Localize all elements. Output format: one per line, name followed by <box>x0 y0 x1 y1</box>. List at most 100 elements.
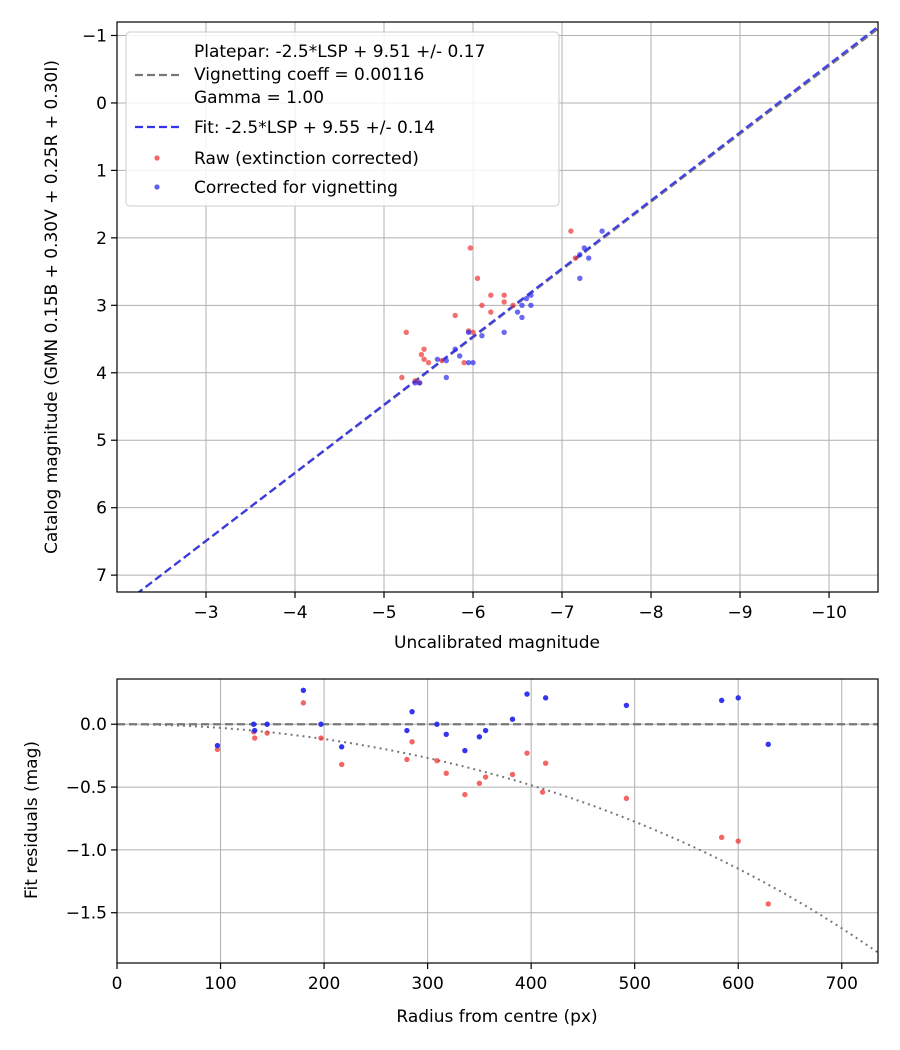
legend: Platepar: -2.5*LSP + 9.51 +/- 0.17 Vigne… <box>125 31 560 207</box>
x-tick-label: 200 <box>308 974 340 994</box>
raw-point <box>214 746 221 753</box>
corrected-point <box>586 255 592 261</box>
raw-point <box>403 329 409 335</box>
raw-point <box>524 750 530 756</box>
x-tick-label: −4 <box>282 603 307 623</box>
raw-point <box>542 760 549 766</box>
legend-box <box>125 31 560 207</box>
x-tick-label: −9 <box>728 603 753 623</box>
fit-line <box>137 25 878 592</box>
top-y-axis-label: Catalog magnitude (GMN 0.15B + 0.30V + 0… <box>42 60 62 554</box>
corrected-point <box>434 721 440 727</box>
raw-point <box>421 346 427 352</box>
raw-point <box>510 302 516 309</box>
raw-point <box>467 245 474 251</box>
corrected-point <box>409 708 415 715</box>
raw-point <box>421 356 427 362</box>
raw-point <box>409 739 415 745</box>
vignetting-model-curve <box>117 723 878 954</box>
corrected-point <box>501 329 507 335</box>
top-y-tick-labels: −1 0 1 2 3 4 5 6 7 <box>82 26 117 586</box>
corrected-point <box>623 702 630 709</box>
top-lines <box>137 25 878 592</box>
y-tick-label: −1.5 <box>66 904 107 924</box>
corrected-point <box>577 252 583 258</box>
corrected-point <box>465 359 472 366</box>
raw-point <box>452 312 458 319</box>
corrected-point <box>528 292 534 298</box>
top-x-axis-label: Uncalibrated magnitude <box>394 633 600 653</box>
legend-raw-marker <box>154 155 160 161</box>
raw-point <box>399 374 405 381</box>
raw-point <box>418 351 425 358</box>
corrected-point <box>599 228 605 234</box>
y-tick-label: 0 <box>96 94 107 114</box>
y-tick-label: −1 <box>82 26 107 46</box>
corrected-point <box>523 295 530 302</box>
corrected-point <box>252 727 258 734</box>
corrected-point <box>519 302 525 309</box>
legend-platepar-line1: Platepar: -2.5*LSP + 9.51 +/- 0.17 <box>194 42 485 62</box>
raw-point <box>623 795 630 802</box>
corrected-point <box>542 695 549 701</box>
legend-fit: Fit: -2.5*LSP + 9.55 +/- 0.14 <box>194 118 435 138</box>
x-tick-label: −8 <box>639 603 664 623</box>
raw-point <box>434 757 440 764</box>
raw-point <box>718 834 725 841</box>
raw-point <box>568 228 574 234</box>
legend-corrected: Corrected for vignetting <box>194 178 398 198</box>
x-tick-label: −6 <box>460 603 485 623</box>
raw-point <box>470 329 476 335</box>
top-points <box>399 228 605 386</box>
x-tick-label: −10 <box>811 603 847 623</box>
raw-point <box>474 275 481 282</box>
corrected-point <box>524 691 530 697</box>
y-tick-label: 4 <box>96 364 107 384</box>
bottom-y-axis-label: Fit residuals (mag) <box>22 741 42 899</box>
x-tick-label: −3 <box>193 603 218 623</box>
raw-point <box>501 299 507 305</box>
raw-point <box>539 789 546 795</box>
corrected-point <box>443 357 450 364</box>
raw-point <box>338 761 345 768</box>
raw-point <box>404 756 410 763</box>
raw-point <box>476 780 483 787</box>
corrected-point <box>214 742 221 749</box>
raw-point <box>461 359 467 366</box>
raw-point <box>425 359 432 366</box>
bottom-y-tick-labels: 0.0 −0.5 −1.0 −1.5 <box>66 715 117 924</box>
raw-point <box>479 302 485 309</box>
raw-point <box>443 770 449 776</box>
x-tick-label: 400 <box>515 974 547 994</box>
corrected-point <box>479 332 485 339</box>
top-x-tick-labels: −3 −4 −5 −6 −7 −8 −9 −10 <box>193 592 847 623</box>
bottom-points <box>214 687 771 907</box>
bottom-grid <box>116 679 878 963</box>
corrected-point <box>581 245 587 251</box>
corrected-point <box>577 275 583 282</box>
corrected-point <box>765 741 771 748</box>
corrected-point <box>338 744 345 750</box>
raw-point <box>462 791 468 798</box>
bottom-lines <box>117 723 878 954</box>
corrected-point <box>443 731 449 737</box>
corrected-point <box>519 314 525 321</box>
raw-point <box>572 255 579 261</box>
bottom-x-axis-label: Radius from centre (px) <box>396 1007 597 1027</box>
corrected-point <box>514 309 521 315</box>
x-tick-label: 300 <box>411 974 443 994</box>
raw-point <box>488 309 494 315</box>
raw-point <box>501 292 507 298</box>
bottom-x-tick-labels: 0 100 200 300 400 500 600 700 <box>112 963 858 994</box>
raw-point <box>488 292 494 298</box>
y-tick-label: 7 <box>96 566 107 586</box>
legend-corrected-marker <box>154 184 160 190</box>
corrected-point <box>412 380 418 386</box>
raw-point <box>264 730 270 736</box>
raw-point <box>300 700 307 706</box>
corrected-point <box>482 727 489 734</box>
corrected-point <box>434 356 441 362</box>
corrected-point <box>300 687 307 694</box>
corrected-point <box>416 380 423 386</box>
